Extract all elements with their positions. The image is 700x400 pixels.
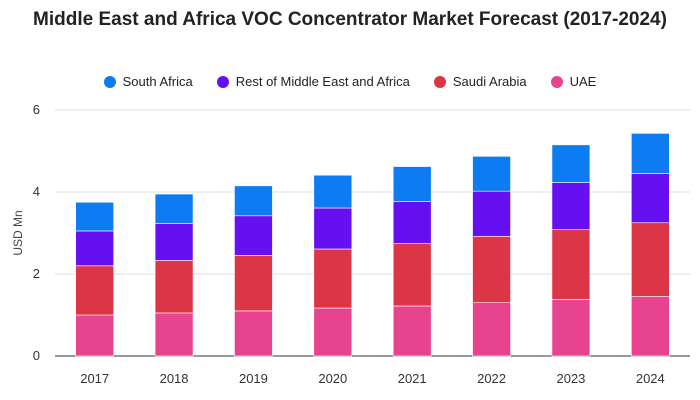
bar-segment xyxy=(313,174,353,209)
bar-segment xyxy=(551,182,591,231)
bar-segment xyxy=(75,201,114,232)
legend-item[interactable]: UAE xyxy=(550,74,597,89)
x-tick-label: 2021 xyxy=(398,371,427,386)
bar-segment xyxy=(392,201,432,244)
legend-swatch xyxy=(550,75,563,88)
bar-segment xyxy=(472,190,511,237)
bar-segment xyxy=(75,230,114,267)
bar-segment xyxy=(154,260,194,314)
bar-segment xyxy=(75,265,114,316)
legend-swatch xyxy=(103,75,116,88)
bar-segment xyxy=(392,166,432,202)
bar-segment xyxy=(551,144,591,183)
bar-segment xyxy=(75,314,114,357)
bar-segment xyxy=(234,215,273,256)
bar-segment xyxy=(234,185,273,217)
x-tick-label: 2024 xyxy=(636,371,665,386)
bar-segment xyxy=(472,302,511,357)
legend-label: Saudi Arabia xyxy=(452,74,527,89)
y-axis-title: USD Mn xyxy=(11,210,25,255)
bar-segment xyxy=(234,310,273,357)
legend-label: UAE xyxy=(569,74,597,89)
x-tick-label: 2018 xyxy=(160,371,189,386)
y-tick-label: 2 xyxy=(33,266,40,281)
legend-swatch xyxy=(433,75,446,88)
bar-segment xyxy=(234,255,273,312)
legend-label: Rest of Middle East and Africa xyxy=(235,74,410,89)
bar-segment xyxy=(392,305,432,357)
x-tick-label: 2017 xyxy=(80,371,109,386)
bar-segment xyxy=(631,296,670,357)
bar-segment xyxy=(154,193,194,224)
bar-segment xyxy=(472,156,511,192)
bar-segment xyxy=(392,243,432,307)
bar-segment xyxy=(551,229,591,300)
x-tick-label: 2023 xyxy=(556,371,585,386)
bar-segment xyxy=(472,235,511,303)
bar-segment xyxy=(551,299,591,357)
y-tick-label: 6 xyxy=(33,102,40,117)
x-tick-label: 2019 xyxy=(239,371,268,386)
x-tick-label: 2022 xyxy=(477,371,506,386)
legend-item[interactable]: Saudi Arabia xyxy=(433,74,527,89)
bar-segment xyxy=(313,248,353,309)
chart-legend: South Africa Rest of Middle East and Afri… xyxy=(0,74,700,89)
x-tick-label: 2020 xyxy=(318,371,347,386)
bar-segment xyxy=(313,307,353,357)
legend-swatch xyxy=(216,75,229,88)
bar-segment xyxy=(154,312,194,357)
bar-segment xyxy=(313,207,353,250)
chart-title: Middle East and Africa VOC Concentrator … xyxy=(33,9,667,30)
y-tick-label: 0 xyxy=(33,348,40,363)
bar-segment xyxy=(631,173,670,224)
legend-item[interactable]: Rest of Middle East and Africa xyxy=(216,74,410,89)
y-tick-label: 4 xyxy=(33,184,40,199)
legend-item[interactable]: South Africa xyxy=(103,74,193,89)
bar-segment xyxy=(154,223,194,261)
legend-label: South Africa xyxy=(122,74,193,89)
bar-segment xyxy=(631,222,670,297)
bar-segment xyxy=(631,133,670,174)
